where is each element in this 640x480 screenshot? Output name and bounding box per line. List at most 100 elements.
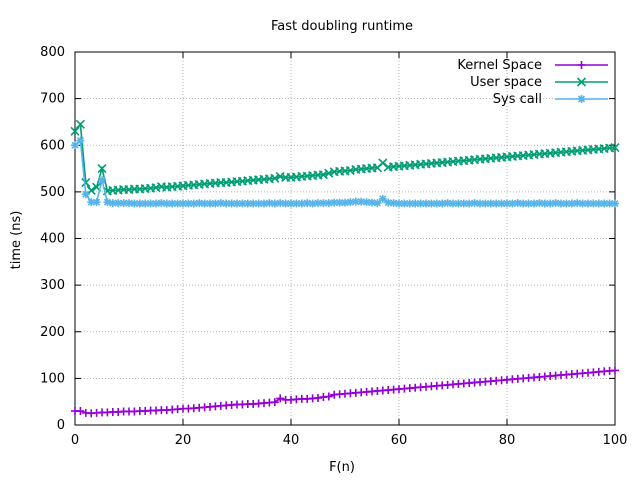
data-point — [270, 173, 280, 183]
data-point — [173, 199, 182, 208]
series-sys-call — [71, 136, 619, 208]
data-point — [454, 199, 463, 208]
data-point — [535, 199, 544, 208]
series-group — [70, 119, 620, 418]
data-point — [476, 199, 484, 208]
data-point — [146, 199, 155, 208]
y-tick-label: 700 — [40, 92, 65, 107]
data-point — [384, 198, 393, 207]
data-point — [114, 199, 123, 208]
data-point — [98, 176, 106, 185]
data-point — [233, 199, 241, 208]
y-tick-label: 600 — [40, 138, 65, 153]
data-point — [513, 199, 522, 208]
data-point — [486, 199, 495, 208]
data-point — [314, 393, 322, 402]
data-point — [189, 199, 198, 208]
data-point — [362, 198, 371, 207]
data-point — [395, 199, 403, 208]
data-point — [238, 199, 247, 208]
y-tick-label: 300 — [40, 278, 65, 293]
data-point — [351, 197, 360, 206]
data-point — [179, 199, 187, 208]
data-point — [71, 141, 79, 150]
data-point — [168, 199, 177, 208]
legend-marker — [576, 77, 587, 87]
data-point — [200, 199, 209, 208]
data-point — [411, 199, 420, 208]
data-point — [605, 199, 614, 208]
data-point — [97, 163, 107, 174]
x-tick-label: 40 — [283, 433, 300, 448]
chart-title: Fast doubling runtime — [271, 19, 413, 34]
data-point — [270, 398, 279, 407]
data-point — [276, 394, 285, 403]
x-tick-label: 20 — [175, 433, 192, 448]
data-point — [260, 199, 268, 208]
x-tick-label: 60 — [391, 433, 408, 448]
data-point — [368, 198, 376, 207]
data-point — [405, 199, 414, 208]
data-point — [400, 199, 409, 208]
data-point — [530, 199, 538, 208]
data-point — [378, 194, 387, 203]
data-point — [76, 136, 85, 145]
data-point — [611, 199, 619, 208]
data-point — [195, 199, 204, 208]
data-point — [567, 199, 576, 208]
legend-label: User space — [470, 75, 542, 90]
legend-label: Sys call — [493, 92, 542, 107]
legend-label: Kernel Space — [457, 58, 542, 73]
x-tick-label: 100 — [603, 433, 628, 448]
data-point — [324, 392, 333, 401]
data-point — [119, 199, 128, 208]
data-point — [222, 199, 231, 208]
data-point — [81, 177, 91, 188]
data-point — [330, 198, 339, 207]
y-axis-label: time (ns) — [9, 211, 24, 270]
legend-marker — [577, 61, 586, 69]
data-point — [216, 199, 225, 208]
data-point — [287, 199, 295, 208]
data-point — [335, 198, 344, 207]
data-point — [162, 199, 171, 208]
data-point — [341, 198, 349, 207]
data-point — [503, 199, 511, 208]
data-point — [573, 199, 582, 208]
series-line — [74, 122, 616, 192]
data-point — [373, 199, 382, 208]
data-point — [76, 407, 85, 416]
data-point — [611, 366, 619, 375]
data-point — [184, 199, 193, 208]
data-point — [584, 199, 592, 208]
data-point — [103, 198, 112, 207]
y-tick-label: 200 — [40, 325, 65, 340]
data-point — [86, 185, 96, 196]
data-point — [75, 119, 85, 129]
data-point — [378, 158, 388, 168]
y-tick-label: 0 — [57, 418, 65, 433]
data-point — [130, 199, 139, 208]
data-point — [87, 198, 96, 207]
data-point — [319, 199, 328, 208]
data-point — [524, 199, 533, 208]
data-point — [389, 199, 398, 208]
data-point — [459, 199, 468, 208]
data-point — [141, 199, 150, 208]
data-point — [600, 199, 609, 208]
data-point — [416, 199, 425, 208]
series-user-space — [70, 119, 620, 196]
data-point — [578, 199, 587, 208]
data-point — [206, 199, 214, 208]
data-point — [243, 199, 252, 208]
data-point — [551, 199, 560, 208]
y-tick-label: 500 — [40, 185, 65, 200]
series-kernel-space — [71, 366, 619, 418]
data-point — [227, 199, 236, 208]
y-tick-label: 100 — [40, 371, 65, 386]
data-point — [108, 199, 117, 208]
legend: Kernel Space User space Sys call — [457, 58, 608, 107]
data-point — [125, 199, 133, 208]
x-tick-label: 0 — [71, 433, 79, 448]
